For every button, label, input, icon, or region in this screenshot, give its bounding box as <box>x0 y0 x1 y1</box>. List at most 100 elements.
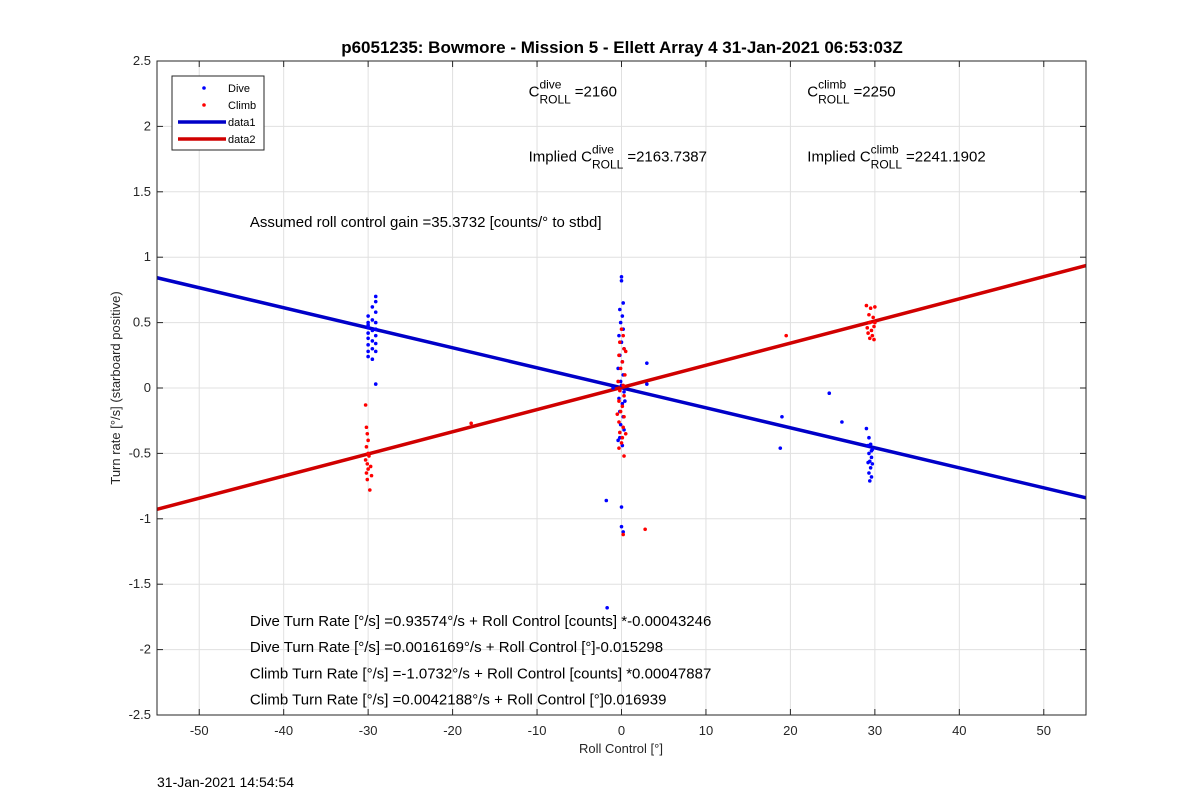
dive-point <box>605 605 609 610</box>
dive-point <box>617 333 621 338</box>
climb-point <box>368 488 372 492</box>
dive-point <box>621 530 625 534</box>
x-tick-label: -10 <box>528 723 547 738</box>
dive-point <box>366 323 370 328</box>
climb-point <box>368 464 373 469</box>
dive-point <box>366 354 370 359</box>
x-tick-label: -20 <box>443 723 462 738</box>
dive-point <box>611 386 615 390</box>
climb-point <box>623 431 628 436</box>
axis-ticks: -50 -40 -30 -20 -10 0 10 20 30 40 50-2.5-2-1.5-1-0… <box>129 53 1086 738</box>
dive-point <box>620 314 625 318</box>
dive-point <box>619 524 624 529</box>
y-tick-label: -0.5 <box>129 445 151 460</box>
climb-point <box>617 353 621 358</box>
climb-point <box>363 403 368 407</box>
y-axis-label: Turn rate [°/s] (starboard positive) <box>108 291 123 484</box>
climb-point <box>618 366 623 371</box>
dive-point <box>370 318 375 322</box>
dive-point <box>869 455 874 460</box>
dive-point <box>619 505 624 509</box>
climb-point <box>864 303 869 308</box>
x-tick-label: -50 <box>190 723 209 738</box>
dive-point <box>370 346 375 351</box>
dive-point <box>370 328 375 333</box>
annotation-main-text: Climb Turn Rate [°/s] =-1.0732°/s + Roll… <box>250 665 711 682</box>
dive-point <box>616 366 620 371</box>
climb-point <box>621 383 625 388</box>
dive-point <box>617 396 621 401</box>
climb-point <box>643 527 647 532</box>
climb-point <box>872 337 876 342</box>
dive-point <box>616 438 620 443</box>
dive-point <box>370 357 375 362</box>
dive-point <box>870 462 875 466</box>
annotation-implied-dive: Implied Cdive ROLL =2163.7387 <box>529 143 707 172</box>
dive-point <box>864 426 869 431</box>
annotation-main-text: =2160 <box>575 83 617 100</box>
x-tick-label: 50 <box>1037 723 1051 738</box>
climb-point <box>366 467 370 471</box>
climb-point <box>870 333 875 338</box>
x-tick-label: 0 <box>618 723 625 738</box>
legend-marker-dive <box>202 86 206 90</box>
dive-point <box>778 446 783 450</box>
dive-point <box>618 435 622 440</box>
annotation-sub-text: ROLL <box>871 158 903 172</box>
climb-point <box>618 388 622 393</box>
fit-line-data2 <box>156 263 1087 512</box>
dive-point <box>373 294 378 299</box>
dive-point <box>840 420 844 424</box>
dive-point <box>867 435 871 440</box>
dive-point <box>366 336 370 341</box>
climb-point <box>618 340 622 345</box>
annotation-sub-text: ROLL <box>592 158 624 172</box>
dive-point <box>370 339 375 343</box>
dive-point <box>867 471 871 475</box>
dive-point <box>366 326 370 330</box>
climb-point <box>622 346 626 351</box>
y-tick-label: 1 <box>144 249 151 264</box>
climb-point <box>366 438 370 443</box>
annotation-sup-text: dive <box>539 77 561 91</box>
climb-point <box>623 373 627 377</box>
y-tick-label: -2 <box>139 642 151 657</box>
annotation-main-text: C <box>807 83 818 100</box>
dive-point <box>373 341 378 346</box>
climb-point <box>873 305 877 309</box>
fit-lines <box>156 263 1087 512</box>
climb-point <box>622 454 626 458</box>
dive-point <box>370 305 375 309</box>
x-tick-label: 20 <box>783 723 797 738</box>
annotation-main-text: Climb Turn Rate [°/s] =0.0042188°/s + Ro… <box>250 692 667 709</box>
dive-point <box>868 465 873 470</box>
legend: Dive Climb data1 data2 <box>171 75 265 151</box>
annotation-dive-counts: Dive Turn Rate [°/s] =0.93574°/s + Roll … <box>250 613 711 630</box>
annotation-main-text: Implied C <box>807 149 871 166</box>
climb-point <box>617 399 621 403</box>
dive-point <box>780 414 784 419</box>
climb-point <box>615 412 620 416</box>
annotation-sub-text: ROLL <box>818 92 850 106</box>
climb-point <box>364 471 369 475</box>
climb-point <box>469 421 473 426</box>
annotation-gain: Assumed roll control gain =35.3732 [coun… <box>250 214 602 231</box>
dive-point <box>366 331 370 335</box>
annotation-climb-counts: Climb Turn Rate [°/s] =-1.0732°/s + Roll… <box>250 665 711 682</box>
climb-point <box>364 445 369 449</box>
dive-point <box>618 422 623 427</box>
climb-point <box>365 462 370 466</box>
annotations: Cdive ROLL =2160 Cclimb ROLL =2250 Implied Cdi… <box>250 77 986 708</box>
annotation-c-climb: Cclimb ROLL =2250 <box>807 77 895 106</box>
dive-point <box>366 314 370 318</box>
dive-point <box>869 448 874 453</box>
climb-point <box>866 331 870 335</box>
climb-point <box>867 312 871 317</box>
dive-point <box>366 349 370 354</box>
dive-point <box>866 443 870 448</box>
x-tick-label: -40 <box>274 723 293 738</box>
climb-point <box>365 431 370 436</box>
dive-point <box>366 343 370 347</box>
annotation-sup-text: climb <box>871 143 899 157</box>
